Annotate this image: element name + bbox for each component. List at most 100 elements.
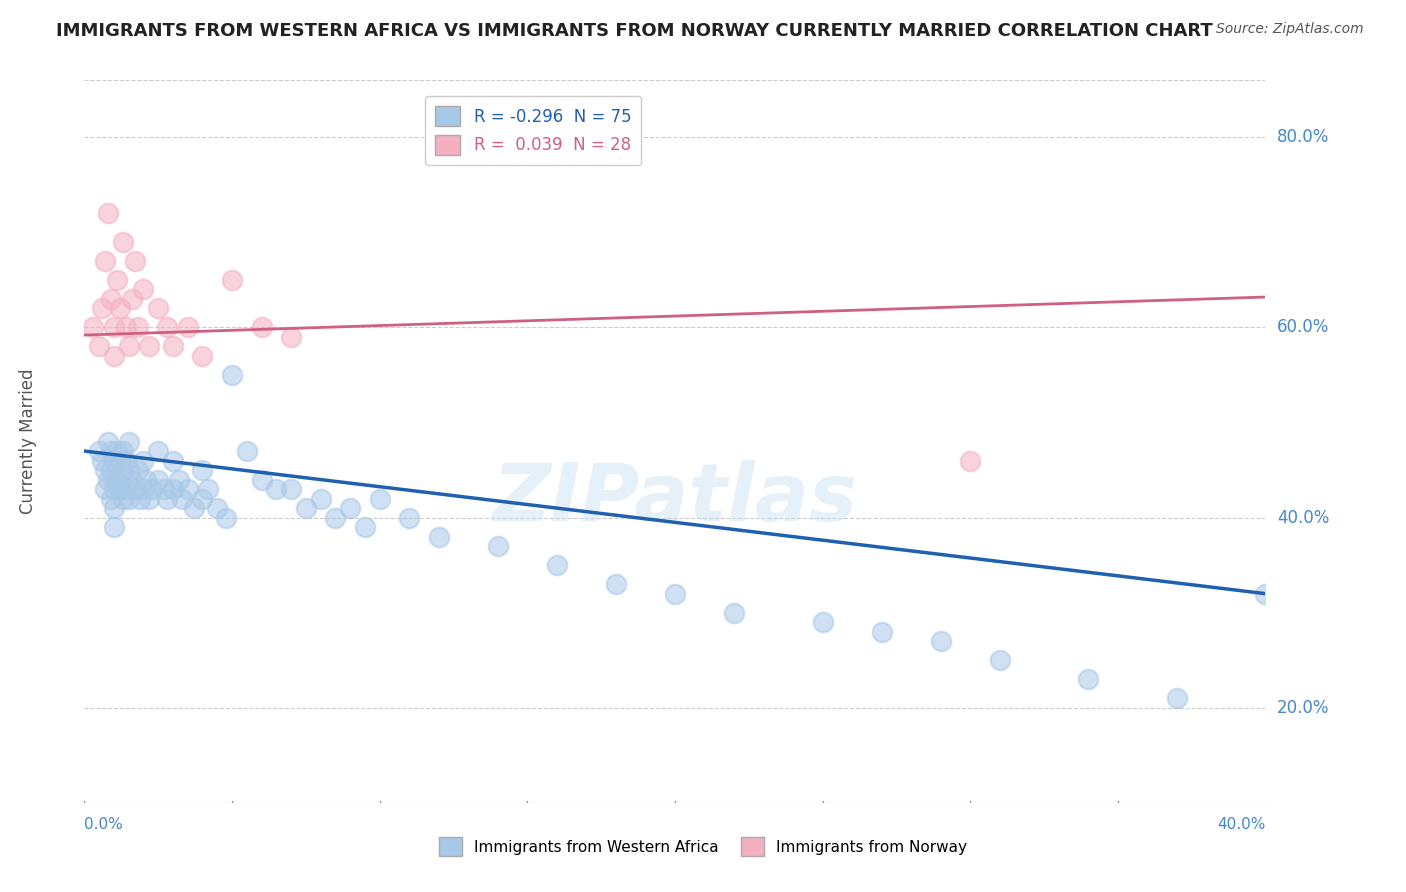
Point xyxy=(811,615,834,630)
Point xyxy=(170,491,193,506)
Point xyxy=(97,206,120,220)
Point xyxy=(368,491,391,506)
Point xyxy=(1254,587,1277,601)
Point xyxy=(309,491,332,506)
Point xyxy=(118,434,141,449)
Text: ZIPatlas: ZIPatlas xyxy=(492,460,858,539)
Point xyxy=(118,339,141,353)
Point xyxy=(148,444,170,458)
Legend: R = -0.296  N = 75, R =  0.039  N = 28: R = -0.296 N = 75, R = 0.039 N = 28 xyxy=(425,95,641,165)
Point xyxy=(929,634,952,648)
Point xyxy=(156,491,179,506)
Point xyxy=(124,253,146,268)
Text: 20.0%: 20.0% xyxy=(1277,698,1330,717)
Point xyxy=(105,444,128,458)
Point xyxy=(191,349,214,363)
Point xyxy=(103,320,125,334)
Point xyxy=(121,292,143,306)
Point xyxy=(177,320,200,334)
Text: 40.0%: 40.0% xyxy=(1218,817,1265,832)
Point xyxy=(114,320,136,334)
Point xyxy=(354,520,377,534)
Point xyxy=(105,273,128,287)
Point xyxy=(156,320,179,334)
Text: IMMIGRANTS FROM WESTERN AFRICA VS IMMIGRANTS FROM NORWAY CURRENTLY MARRIED CORRE: IMMIGRANTS FROM WESTERN AFRICA VS IMMIGR… xyxy=(56,22,1213,40)
Point xyxy=(1166,691,1188,706)
Point xyxy=(167,473,190,487)
Legend: Immigrants from Western Africa, Immigrants from Norway: Immigrants from Western Africa, Immigran… xyxy=(433,831,973,862)
Point xyxy=(111,235,134,249)
Point xyxy=(339,501,361,516)
Text: Source: ZipAtlas.com: Source: ZipAtlas.com xyxy=(1216,22,1364,37)
Point xyxy=(111,491,134,506)
Point xyxy=(295,501,318,516)
Point xyxy=(959,453,981,467)
Point xyxy=(177,482,200,496)
Text: 60.0%: 60.0% xyxy=(1277,318,1330,336)
Point xyxy=(183,501,205,516)
Point xyxy=(121,473,143,487)
Point xyxy=(221,368,243,382)
Point xyxy=(114,453,136,467)
Point xyxy=(398,510,420,524)
Point xyxy=(97,473,120,487)
Point xyxy=(141,482,163,496)
Point xyxy=(103,501,125,516)
Point xyxy=(105,473,128,487)
Point xyxy=(124,482,146,496)
Point xyxy=(197,482,219,496)
Point xyxy=(114,482,136,496)
Point xyxy=(108,453,131,467)
Point xyxy=(118,463,141,477)
Point xyxy=(138,339,160,353)
Point xyxy=(162,482,184,496)
Point xyxy=(153,482,176,496)
Point xyxy=(191,491,214,506)
Point xyxy=(97,434,120,449)
Point xyxy=(870,624,893,639)
Point xyxy=(108,301,131,316)
Point xyxy=(129,491,152,506)
Point xyxy=(111,444,134,458)
Point xyxy=(138,491,160,506)
Point xyxy=(546,558,568,573)
Point xyxy=(103,473,125,487)
Point xyxy=(127,320,149,334)
Point xyxy=(87,444,111,458)
Point xyxy=(266,482,288,496)
Point xyxy=(103,453,125,467)
Point xyxy=(280,482,302,496)
Point xyxy=(162,453,184,467)
Point xyxy=(221,273,243,287)
Point xyxy=(103,349,125,363)
Point xyxy=(91,453,114,467)
Point xyxy=(100,491,122,506)
Point xyxy=(94,482,117,496)
Point xyxy=(132,282,155,296)
Point xyxy=(127,463,149,477)
Point xyxy=(215,510,238,524)
Point xyxy=(148,473,170,487)
Point xyxy=(148,301,170,316)
Point xyxy=(723,606,745,620)
Point xyxy=(94,463,117,477)
Text: Currently Married: Currently Married xyxy=(18,368,37,515)
Point xyxy=(664,587,686,601)
Point xyxy=(103,482,125,496)
Text: 40.0%: 40.0% xyxy=(1277,508,1330,526)
Point xyxy=(103,520,125,534)
Point xyxy=(100,463,122,477)
Point xyxy=(988,653,1011,667)
Point xyxy=(427,530,450,544)
Point xyxy=(325,510,347,524)
Point xyxy=(132,482,155,496)
Point xyxy=(1077,672,1099,686)
Point xyxy=(100,444,122,458)
Point xyxy=(486,539,509,553)
Point xyxy=(250,473,273,487)
Point xyxy=(207,501,229,516)
Point xyxy=(280,330,302,344)
Point xyxy=(87,339,111,353)
Point xyxy=(191,463,214,477)
Point xyxy=(605,577,627,591)
